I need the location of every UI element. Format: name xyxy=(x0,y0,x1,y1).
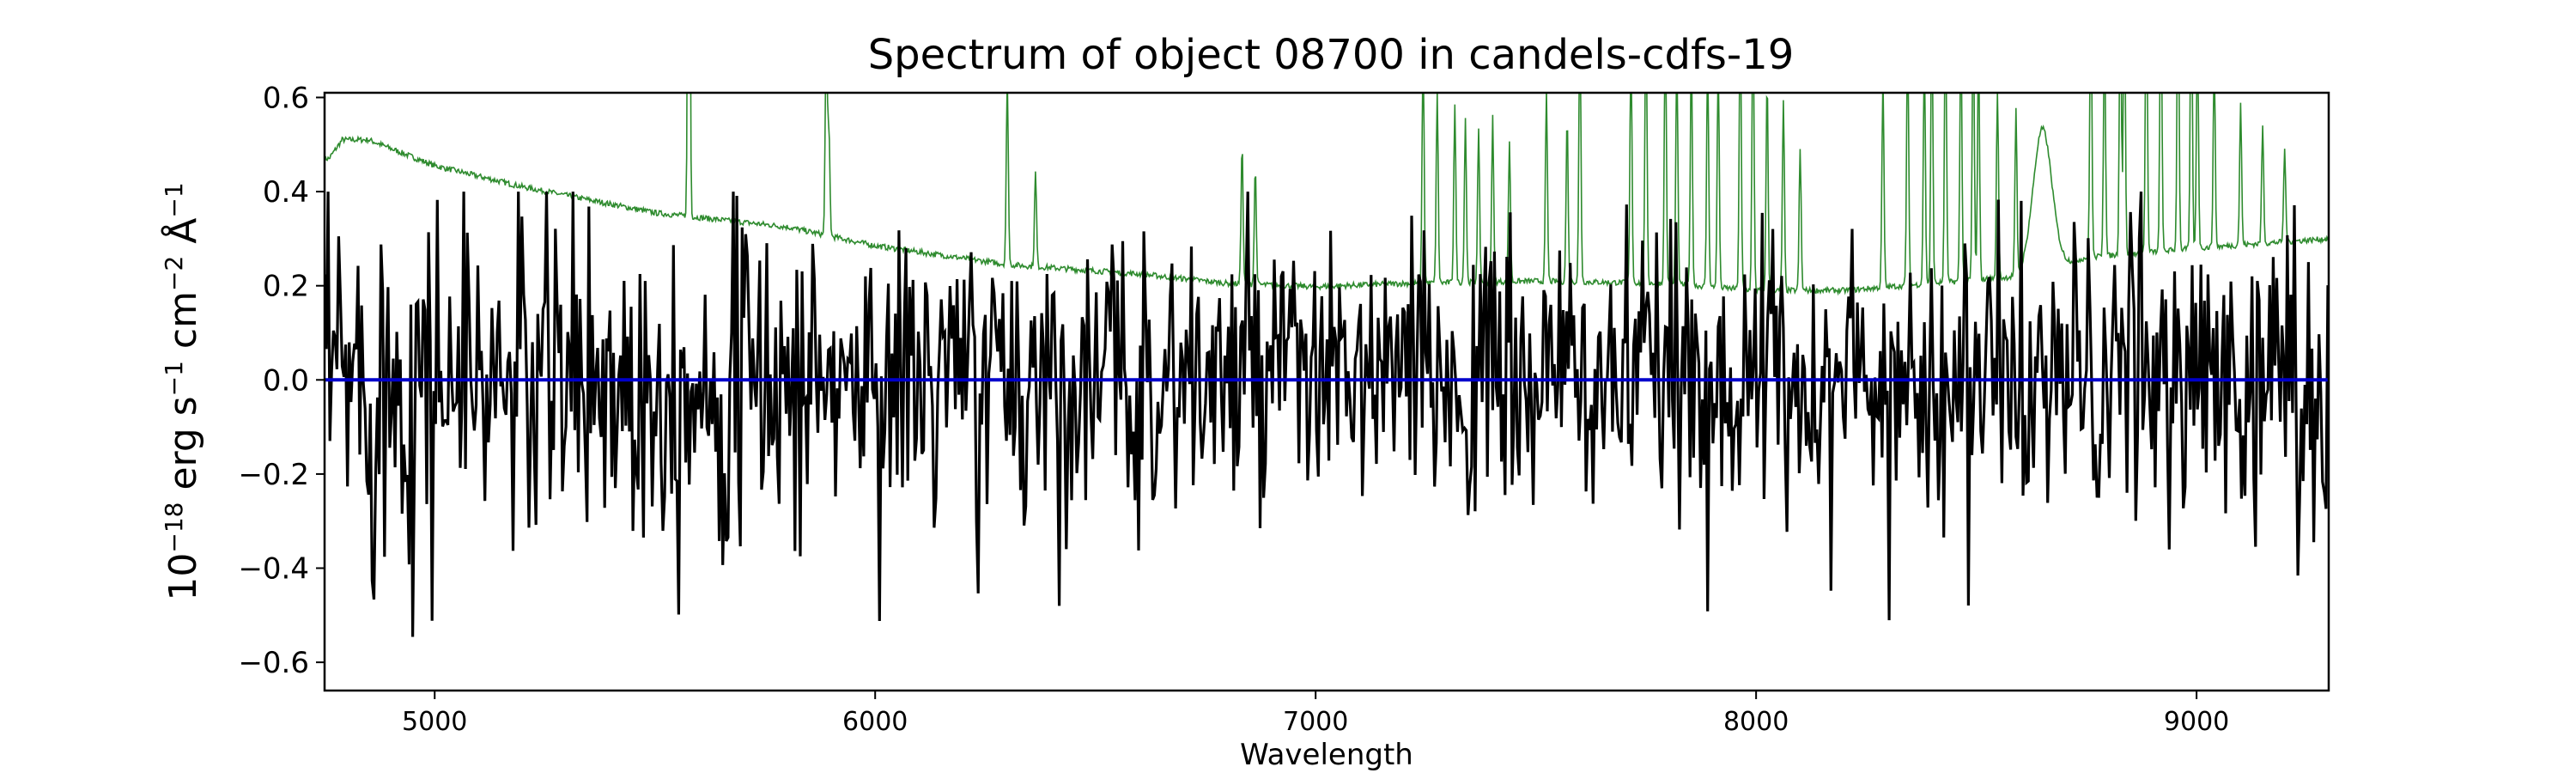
y-axis-label: 10−18 erg s−1 cm−2 Å−1 xyxy=(160,182,206,600)
x-tick-label: 9000 xyxy=(2164,707,2229,737)
x-axis-label: Wavelength xyxy=(1240,738,1413,772)
plot-area xyxy=(325,93,2329,637)
x-axis-ticks: 5000 6000 7000 8000 9000 xyxy=(402,691,2229,737)
chart-title: Spectrum of object 08700 in candels-cdfs… xyxy=(868,31,1795,79)
y-tick-label: 0.2 xyxy=(263,270,309,304)
axes-frame xyxy=(323,91,2330,692)
y-axis-ticks: 0.6 0.4 0.2 0.0 −0.2 −0.4 −0.6 xyxy=(238,81,325,680)
y-tick-label: −0.2 xyxy=(238,458,309,492)
y-label-unit1: erg s xyxy=(161,396,205,502)
y-label-exp1: −1 xyxy=(160,361,188,396)
y-tick-label: 0.0 xyxy=(263,363,309,398)
noise-spectrum-line xyxy=(325,93,2329,296)
y-label-exp: −18 xyxy=(160,502,188,553)
x-tick-label: 7000 xyxy=(1283,707,1348,737)
x-tick-label: 6000 xyxy=(842,707,908,737)
y-tick-label: −0.6 xyxy=(238,646,309,680)
x-tick-label: 5000 xyxy=(402,707,467,737)
x-tick-label: 8000 xyxy=(1723,707,1789,737)
y-tick-label: 0.6 xyxy=(263,81,309,115)
y-label-unit2: cm xyxy=(161,291,205,361)
y-label-exp3: −1 xyxy=(160,182,188,217)
y-label-base: 10 xyxy=(161,553,205,601)
y-tick-label: −0.4 xyxy=(238,552,309,587)
y-label-exp2: −2 xyxy=(160,256,188,291)
flux-spectrum-line xyxy=(325,192,2329,637)
y-label-unit3: Å xyxy=(160,218,205,256)
y-tick-label: 0.4 xyxy=(263,175,309,210)
